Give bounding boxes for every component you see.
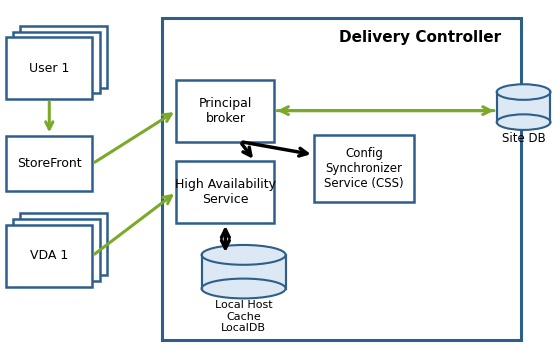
Polygon shape — [202, 255, 286, 289]
FancyBboxPatch shape — [20, 213, 107, 275]
Text: Config
Synchronizer
Service (CSS): Config Synchronizer Service (CSS) — [324, 147, 404, 190]
Text: Delivery Controller: Delivery Controller — [339, 30, 501, 45]
FancyBboxPatch shape — [6, 136, 92, 191]
Text: Principal
broker: Principal broker — [199, 97, 252, 125]
Ellipse shape — [202, 245, 286, 265]
Text: Local Host
Cache
LocalDB: Local Host Cache LocalDB — [215, 300, 272, 333]
FancyBboxPatch shape — [314, 135, 414, 202]
FancyBboxPatch shape — [20, 26, 107, 88]
Ellipse shape — [497, 114, 550, 130]
FancyBboxPatch shape — [162, 18, 521, 340]
FancyBboxPatch shape — [176, 80, 274, 142]
Text: High Availability
Service: High Availability Service — [175, 178, 276, 206]
FancyBboxPatch shape — [6, 225, 92, 287]
FancyBboxPatch shape — [13, 32, 100, 93]
Text: User 1: User 1 — [29, 62, 69, 75]
FancyBboxPatch shape — [13, 219, 100, 281]
FancyBboxPatch shape — [6, 37, 92, 99]
Polygon shape — [497, 92, 550, 122]
Ellipse shape — [202, 279, 286, 298]
FancyBboxPatch shape — [176, 161, 274, 223]
Text: StoreFront: StoreFront — [17, 157, 81, 170]
Text: VDA 1: VDA 1 — [30, 249, 68, 262]
Text: Site DB: Site DB — [502, 132, 545, 145]
Ellipse shape — [497, 84, 550, 100]
